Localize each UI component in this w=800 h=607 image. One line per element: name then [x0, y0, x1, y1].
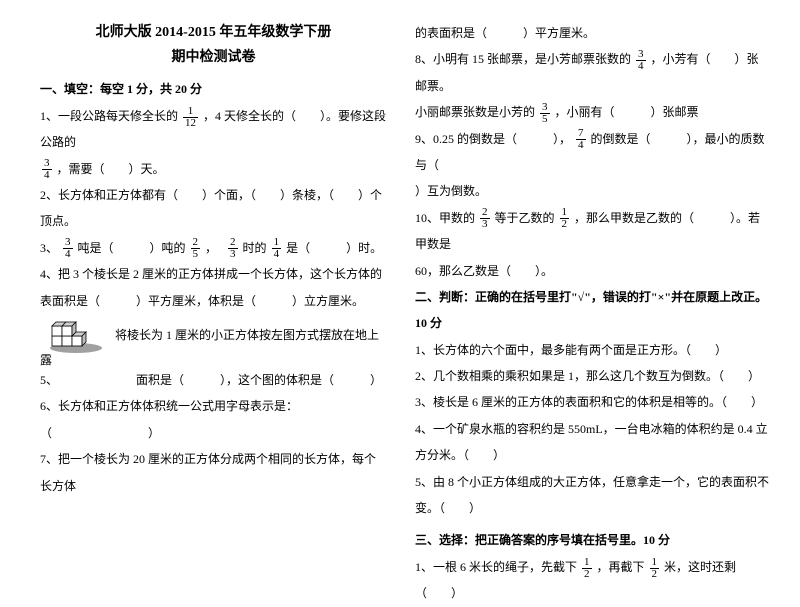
- q10-text-b: 等于乙数的: [495, 211, 555, 225]
- q8c: 小丽邮票张数是小芳的 35 ，小丽有（ ）张邮票: [415, 99, 770, 125]
- q8: 8、小明有 15 张邮票，是小芳邮票张数的 34 ，小芳有（ ）张邮票。: [415, 46, 770, 99]
- section2-head: 二、判断：正确的在括号里打"√"，错误的打"×"并在原题上改正。: [415, 284, 770, 310]
- s2-q2: 2、几个数相乘的乘积如果是 1，那么这几个数互为倒数。（ ）: [415, 363, 770, 389]
- q9-text-a: 9、0.25 的倒数是（ ），: [415, 132, 571, 146]
- q3-text-a: 3、: [40, 241, 58, 255]
- section2-points: 10 分: [415, 310, 770, 336]
- frac-1-2b: 12: [582, 557, 592, 580]
- q9: 9、0.25 的倒数是（ ）， 74 的倒数是（ ），最小的质数与（: [415, 126, 770, 179]
- frac-3-4b: 34: [63, 237, 73, 260]
- q5-fig-line: 将棱长为 1 厘米的小正方体按左图方式摆放在地上: [40, 314, 387, 359]
- frac-3-4c: 34: [636, 49, 646, 72]
- q6: 6、长方体和正方体体积统一公式用字母表示是：（ ）: [40, 393, 387, 446]
- s3-q1: 1、一根 6 米长的绳子，先截下 12 ，再截下 12 米，这时还剩（ ）: [415, 554, 770, 607]
- s2-q3: 3、棱长是 6 厘米的正方体的表面积和它的体积是相等的。（ ）: [415, 389, 770, 415]
- q10d: 60，那么乙数是（ ）。: [415, 258, 770, 284]
- cube-figure: [46, 314, 106, 359]
- q1-text-a: 1、一段公路每天修全长的: [40, 109, 178, 123]
- q3-text-c: ，: [205, 241, 223, 255]
- s2-q5: 5、由 8 个小正方体组成的大正方体，任意拿走一个，它的表面积不变。（ ）: [415, 469, 770, 522]
- q10: 10、甲数的 23 等于乙数的 12 ，那么甲数是乙数的（ ）。若甲数是: [415, 205, 770, 258]
- frac-2-3b: 23: [480, 207, 490, 230]
- frac-1-12: 112: [183, 106, 198, 129]
- q5: 5、 面积是（ ），这个图的体积是（ ）: [40, 367, 387, 393]
- section3-head: 三、选择：把正确答案的序号填在括号里。10 分: [415, 527, 770, 553]
- section1-head: 一、填空：每空 1 分，共 20 分: [40, 76, 387, 102]
- frac-3-5: 35: [540, 102, 550, 125]
- q1-text-c: ，需要（ ）天。: [57, 162, 165, 176]
- q3-text-b: 吨是（ ）吨的: [78, 241, 186, 255]
- q7b: 的表面积是（ ）平方厘米。: [415, 20, 770, 46]
- frac-1-4: 14: [272, 237, 282, 260]
- q2: 2、长方体和正方体都有（ ）个面，（ ）条棱，（ ）个顶点。: [40, 182, 387, 235]
- q9c: ）互为倒数。: [415, 178, 770, 204]
- q1: 1、一段公路每天修全长的 112 ，4 天修全长的（ ）。要修这段公路的: [40, 103, 387, 156]
- frac-3-4: 34: [42, 158, 52, 181]
- frac-2-3: 23: [228, 237, 238, 260]
- frac-1-2: 12: [560, 207, 570, 230]
- q3-text-d: 时的: [243, 241, 267, 255]
- q10-text-a: 10、甲数的: [415, 211, 475, 225]
- title-line1: 北师大版 2014-2015 年五年级数学下册: [40, 20, 387, 45]
- q1-cont: 34 ，需要（ ）天。: [40, 156, 387, 182]
- q3-text-e: 是（ ）时。: [286, 241, 382, 255]
- s2-q4: 4、一个矿泉水瓶的容积约是 550mL，一台电冰箱的体积约是 0.4 立方分米。…: [415, 416, 770, 469]
- frac-2-5: 25: [191, 237, 201, 260]
- q4: 4、把 3 个棱长是 2 厘米的正方体拼成一个长方体，这个长方体的表面积是（ ）…: [40, 261, 387, 314]
- q5-text-a: 将棱长为 1 厘米的小正方体按左图方式摆放在地上: [115, 328, 379, 342]
- q8-text-d: ，小丽有（ ）张邮票: [555, 105, 699, 119]
- q3: 3、 34 吨是（ ）吨的 25 ， 23 时的 14 是（ ）时。: [40, 235, 387, 261]
- s2-q1: 1、长方体的六个面中，最多能有两个面是正方形。（ ）: [415, 337, 770, 363]
- title-line2: 期中检测试卷: [40, 45, 387, 70]
- q8-text-a: 8、小明有 15 张邮票，是小芳邮票张数的: [415, 52, 631, 66]
- frac-1-2c: 12: [650, 557, 660, 580]
- frac-7-4: 74: [576, 128, 586, 151]
- q7: 7、把一个棱长为 20 厘米的正方体分成两个相同的长方体，每个长方体: [40, 446, 387, 499]
- q8-text-c: 小丽邮票张数是小芳的: [415, 105, 535, 119]
